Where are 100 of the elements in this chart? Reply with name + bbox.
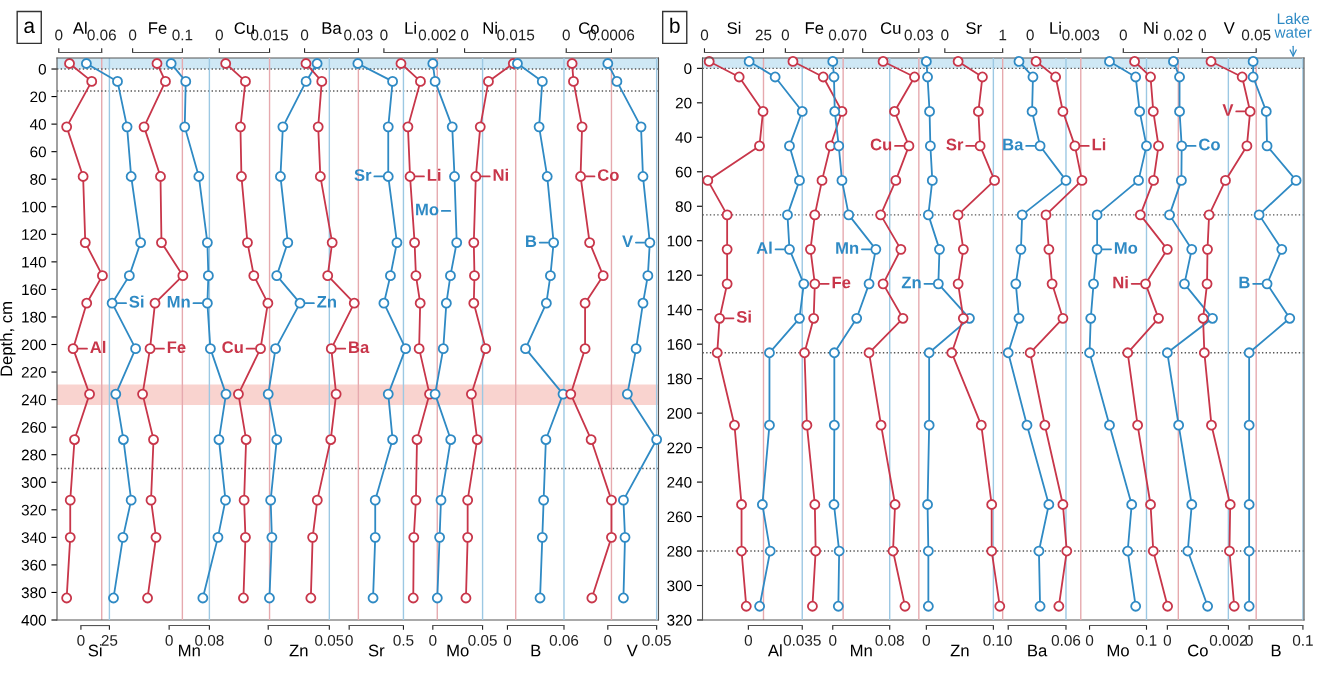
x-tick-label: 0 bbox=[128, 29, 137, 41]
x-axis-title: Mo bbox=[1107, 644, 1129, 657]
annotation: Mn bbox=[167, 296, 190, 308]
x-tick-label: 0 bbox=[300, 29, 309, 41]
x-tick-label: 0 bbox=[429, 634, 437, 646]
y-tick-label: 80 bbox=[30, 174, 46, 185]
x-tick-label: 0 bbox=[1245, 634, 1253, 646]
x-tick-label: 0 bbox=[859, 29, 867, 41]
annotation: Ba bbox=[349, 341, 370, 354]
x-axis-title: V bbox=[1223, 22, 1235, 34]
x-axis-title: Ba bbox=[322, 22, 342, 34]
y-tick-label: 240 bbox=[21, 394, 46, 406]
annotation: Ni bbox=[1113, 276, 1128, 289]
x-tick-label: 0.003 bbox=[1062, 29, 1100, 41]
y-tick-label: 360 bbox=[21, 559, 46, 571]
x-axis-title: B bbox=[531, 644, 541, 657]
x-tick-label: 0 bbox=[503, 634, 512, 646]
x-tick-label: 25 bbox=[755, 29, 772, 41]
x-tick-label: 0.06 bbox=[549, 634, 579, 646]
y-tick-label: 100 bbox=[667, 235, 692, 247]
y-tick-label: 0 bbox=[38, 63, 46, 75]
x-tick-label: 0 bbox=[744, 634, 753, 646]
x-tick-label: 0 bbox=[264, 634, 272, 646]
y-tick-label: 180 bbox=[22, 311, 46, 323]
annotation: Si bbox=[129, 295, 144, 308]
annotation: Ni bbox=[493, 168, 508, 181]
x-axis-title: Mn bbox=[179, 644, 200, 657]
annotation: Co bbox=[1199, 138, 1220, 151]
annotation: Sr bbox=[354, 169, 372, 181]
x-tick-label: 0.035 bbox=[783, 634, 821, 646]
annotation: B bbox=[526, 235, 537, 247]
x-tick-label: 0 bbox=[1004, 634, 1012, 646]
x-tick-label: 0 bbox=[700, 29, 709, 41]
x-tick-label: 25 bbox=[101, 634, 118, 646]
y-tick-label: 220 bbox=[667, 442, 692, 454]
annotation: Zn bbox=[317, 296, 336, 308]
x-tick-label: 0.05 bbox=[315, 634, 344, 646]
x-axis-title: V bbox=[626, 644, 638, 657]
x-axis-title: Sr bbox=[966, 22, 982, 34]
x-tick-label: 0.06 bbox=[87, 29, 116, 41]
y-tick-label: 0 bbox=[684, 63, 692, 75]
text: Lake water bbox=[1274, 12, 1312, 38]
x-tick-label: 0 bbox=[781, 29, 790, 41]
x-axis-title: Cu bbox=[880, 22, 901, 34]
y-tick-label: 120 bbox=[667, 270, 692, 281]
y-tick-label: 220 bbox=[21, 366, 46, 378]
y-tick-label: 200 bbox=[21, 339, 46, 351]
x-axis-title: Sr bbox=[368, 644, 385, 657]
x-tick-label: 0.1 bbox=[172, 29, 193, 41]
annotation: Al bbox=[756, 241, 772, 254]
text: a bbox=[24, 21, 36, 34]
x-tick-label: 0.5 bbox=[393, 634, 414, 646]
x-tick-label: 0 bbox=[380, 29, 388, 41]
x-tick-label: 0.015 bbox=[497, 29, 535, 41]
y-tick-label: 260 bbox=[21, 422, 46, 433]
annotation: Fe bbox=[832, 276, 851, 289]
y-tick-label: 380 bbox=[21, 587, 46, 599]
y-tick-label: 280 bbox=[21, 449, 46, 461]
annotation: Fe bbox=[167, 341, 186, 354]
annotation: V bbox=[622, 235, 634, 247]
y-tick-label: 80 bbox=[675, 201, 692, 212]
x-tick-label: 0.002 bbox=[418, 29, 456, 41]
x-axis-title: Ni bbox=[1144, 21, 1158, 34]
x-tick-label: 0 bbox=[941, 29, 949, 41]
x-tick-label: 0.08 bbox=[195, 634, 224, 646]
x-tick-label: 0 bbox=[604, 634, 612, 646]
y-tick-label: 100 bbox=[22, 201, 46, 213]
x-tick-label: 0.03 bbox=[904, 29, 934, 41]
y-tick-label: 20 bbox=[30, 91, 46, 103]
annotation: Ba bbox=[1003, 138, 1024, 151]
x-axis-title: Mn bbox=[851, 644, 872, 657]
x-axis-title: Fe bbox=[805, 22, 824, 34]
x-axis-title: Co bbox=[1188, 644, 1208, 657]
x-axis-title: Li bbox=[1050, 21, 1061, 34]
x-axis-title: Ni bbox=[483, 21, 497, 34]
x-axis-title: Mo bbox=[447, 644, 469, 657]
x-tick-label: 0.02 bbox=[1164, 29, 1193, 41]
y-tick-label: 200 bbox=[667, 408, 692, 419]
annotation: Si bbox=[736, 310, 751, 323]
x-tick-label: 0 bbox=[1085, 634, 1094, 646]
x-tick-label: 0.002 bbox=[1209, 634, 1247, 646]
y-tick-label: 60 bbox=[30, 146, 46, 158]
x-tick-label: 0 bbox=[215, 29, 223, 41]
annotation: V bbox=[1222, 104, 1234, 116]
x-axis-title: Fe bbox=[149, 22, 167, 34]
y-tick-label: 260 bbox=[667, 511, 692, 523]
x-tick-label: 0 bbox=[460, 29, 469, 41]
x-tick-label: 0 bbox=[922, 634, 930, 646]
y-axis-title: Depth, cm bbox=[0, 302, 16, 376]
x-axis-title: Li bbox=[405, 21, 416, 34]
y-tick-label: 300 bbox=[21, 477, 46, 488]
x-tick-label: 0 bbox=[77, 634, 85, 646]
x-tick-label: 0.1 bbox=[983, 634, 1004, 646]
x-tick-label: 0 bbox=[829, 634, 837, 646]
annotation: Mn bbox=[836, 242, 859, 254]
annotation: Mo bbox=[1114, 242, 1138, 254]
x-axis-title: Zn bbox=[950, 644, 969, 657]
annotation: Cu bbox=[222, 341, 243, 354]
x-tick-label: 0 bbox=[1026, 29, 1034, 41]
x-tick-label: 0.07 bbox=[828, 29, 858, 41]
